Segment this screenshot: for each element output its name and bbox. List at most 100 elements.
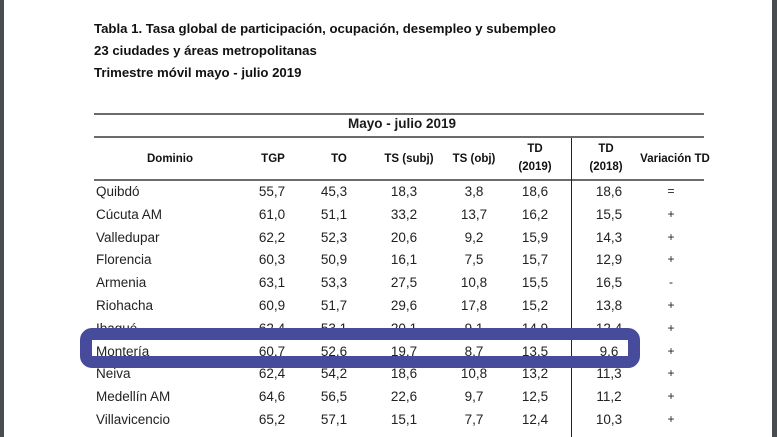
table-row: Florencia 60,3 50,9 16,1 7,5 15,7 12,9 + — [94, 252, 704, 274]
header-tgp: TGP — [261, 153, 285, 165]
row-td-2019: 12,4 — [521, 412, 549, 427]
row-variacion-td: + — [667, 252, 675, 267]
row-td-2019: 15,9 — [521, 229, 549, 245]
row-dominio: Cúcuta AM — [96, 206, 163, 222]
row-dominio: Villavicencio — [96, 412, 171, 427]
row-variacion-td: + — [667, 389, 675, 404]
table-row: Quibdó 55,7 45,3 18,3 3,8 18,6 18,6 = — [94, 184, 704, 206]
row-to: 57,1 — [320, 412, 348, 427]
row-td-2018: 12,9 — [595, 252, 623, 268]
row-td-2018: 9,6 — [599, 343, 619, 359]
row-ts-subj: 22,6 — [390, 389, 418, 405]
table-title-block: Tabla 1. Tasa global de participación, o… — [94, 18, 556, 84]
header-td-2018: TD (2018) — [581, 140, 631, 176]
row-to: 45,3 — [320, 184, 348, 199]
row-variacion-td: + — [667, 366, 675, 381]
row-dominio: Ibagué — [96, 320, 138, 336]
header-ts-subj: TS (subj) — [384, 153, 434, 165]
row-tgp: 60,9 — [258, 298, 286, 313]
row-ts-subj: 15,1 — [390, 412, 418, 427]
header-td-2019-year: (2019) — [518, 161, 552, 173]
row-variacion-td: = — [667, 184, 675, 198]
row-ts-obj: 9,7 — [464, 389, 484, 405]
row-tgp: 63,1 — [258, 275, 286, 291]
row-dominio: Riohacha — [96, 298, 154, 313]
table-row: Cúcuta AM 61,0 51,1 33,2 13,7 16,2 15,5 + — [94, 207, 704, 229]
header-to: TO — [331, 153, 347, 165]
row-to: 50,9 — [320, 252, 348, 268]
row-td-2018: 15,5 — [595, 206, 623, 222]
row-ts-obj: 17,8 — [460, 298, 488, 313]
row-ts-obj: 9,2 — [464, 229, 484, 245]
row-dominio: Florencia — [96, 252, 152, 268]
table-title: Tabla 1. Tasa global de participación, o… — [94, 21, 556, 36]
table-row: Medellín AM 64,6 56,5 22,6 9,7 12,5 11,2 + — [94, 389, 704, 411]
row-to: 53,3 — [320, 275, 348, 291]
row-ts-obj: 13,7 — [460, 206, 488, 222]
row-tgp: 62,2 — [258, 229, 286, 245]
row-to: 56,5 — [320, 389, 348, 405]
row-td-2018: 16,5 — [595, 275, 623, 291]
header-variacion-td: Variación TD — [640, 153, 710, 165]
row-ts-subj: 33,2 — [390, 206, 418, 222]
period-header: Mayo - julio 2019 — [347, 116, 457, 131]
header-td-2019-label: TD — [527, 143, 543, 155]
row-tgp: 61,0 — [258, 206, 286, 222]
row-tgp: 60,3 — [258, 252, 286, 268]
row-dominio: Armenia — [96, 275, 147, 291]
header-bottom-rule — [94, 179, 704, 181]
row-ts-subj: 20,6 — [390, 229, 418, 245]
row-dominio: Neiva — [96, 366, 131, 382]
row-ts-subj: 19,7 — [390, 343, 418, 359]
table-period-subtitle: Trimestre móvil mayo - julio 2019 — [94, 65, 302, 80]
row-td-2018: 18,6 — [595, 184, 623, 199]
header-td-2019: TD (2019) — [510, 140, 560, 176]
row-tgp: 62,4 — [258, 320, 286, 336]
row-to: 51,1 — [320, 206, 348, 222]
row-tgp: 65,2 — [258, 412, 286, 427]
table-row: Montería 60,7 52,6 19,7 8,7 13,5 9,6 + — [94, 344, 704, 366]
row-ts-obj: 3,8 — [464, 184, 484, 199]
row-td-2018: 10,3 — [595, 412, 623, 427]
row-td-2019: 12,5 — [521, 389, 549, 405]
row-variacion-td: + — [667, 298, 675, 312]
table-row: Ibagué 62,4 53,1 20,1 9,1 14,9 12,4 + — [94, 321, 704, 343]
column-divider — [571, 138, 572, 437]
row-to: 52,6 — [320, 343, 348, 359]
table-subtitle: 23 ciudades y áreas metropolitanas — [94, 43, 317, 58]
row-ts-subj: 18,3 — [390, 184, 418, 199]
table-row: Neiva 62,4 54,2 18,6 10,8 13,2 11,3 + — [94, 366, 704, 388]
header-td-2018-year: (2018) — [589, 161, 623, 173]
row-variacion-td: - — [669, 275, 673, 290]
row-to: 53,1 — [320, 320, 348, 336]
row-dominio: Montería — [96, 343, 150, 359]
row-td-2018: 11,3 — [596, 366, 622, 382]
row-td-2018: 12,4 — [595, 320, 623, 336]
row-td-2019: 15,7 — [521, 252, 549, 268]
table-row: Armenia 63,1 53,3 27,5 10,8 15,5 16,5 - — [94, 275, 704, 297]
row-to: 54,2 — [320, 366, 348, 382]
row-ts-obj: 7,7 — [464, 412, 484, 427]
row-td-2019: 15,2 — [521, 298, 549, 313]
row-ts-subj: 18,6 — [390, 366, 418, 382]
row-tgp: 64,6 — [258, 389, 286, 405]
row-dominio: Quibdó — [96, 184, 140, 199]
row-ts-subj: 16,1 — [390, 252, 418, 268]
row-ts-obj: 10,8 — [460, 366, 488, 382]
row-ts-obj: 10,8 — [460, 275, 488, 291]
row-variacion-td: + — [667, 206, 675, 221]
row-ts-subj: 20,1 — [390, 320, 418, 336]
row-to: 52,3 — [320, 229, 348, 245]
row-td-2019: 14,9 — [521, 320, 549, 336]
table-top-rule — [94, 113, 704, 115]
row-ts-subj: 29,6 — [390, 298, 418, 313]
row-tgp: 62,4 — [258, 366, 286, 382]
viewer-left-border — [0, 0, 4, 437]
row-variacion-td: + — [667, 229, 675, 244]
row-td-2019: 16,2 — [521, 206, 549, 222]
table-row: Riohacha 60,9 51,7 29,6 17,8 15,2 13,8 + — [94, 298, 704, 320]
row-dominio: Valledupar — [96, 229, 160, 245]
viewer-right-scrollbar[interactable] — [772, 0, 777, 437]
row-td-2019: 13,5 — [521, 343, 549, 359]
row-tgp: 60,7 — [258, 343, 286, 359]
